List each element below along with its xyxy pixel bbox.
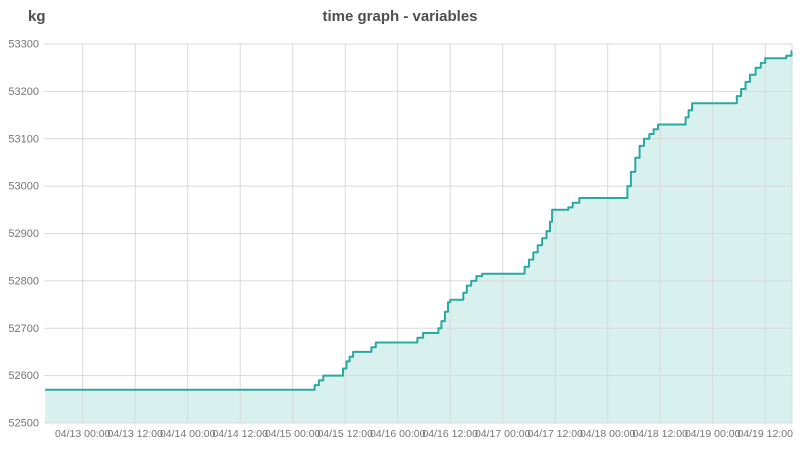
x-tick-label: 04/18 00:00 [580,428,636,440]
y-tick-label: 52800 [8,275,39,287]
y-tick-label: 53000 [8,181,39,193]
x-tick-label: 04/18 12:00 [632,428,688,440]
series-line [45,50,793,391]
x-tick-label: 04/17 00:00 [475,428,531,440]
y-axis-unit-label: kg [28,8,46,25]
y-tick-label: 53100 [8,133,39,145]
chart-header: kg time graph - variables [0,0,800,34]
series-area [45,51,793,423]
x-tick-label: 04/16 12:00 [422,428,478,440]
x-tick-label: 04/16 00:00 [370,428,426,440]
y-tick-label: 52500 [8,418,39,430]
y-tick-label: 52700 [8,323,39,335]
x-tick-label: 04/19 12:00 [737,428,793,440]
x-tick-label: 04/13 00:00 [55,428,111,440]
y-tick-label: 52600 [8,370,39,382]
x-tick-label: 04/15 12:00 [317,428,373,440]
x-tick-label: 04/13 12:00 [107,428,163,440]
chart-title: time graph - variables [322,8,478,25]
x-tick-label: 04/14 00:00 [160,428,216,440]
x-tick-label: 04/15 00:00 [265,428,321,440]
y-tick-label: 53200 [8,86,39,98]
x-tick-label: 04/14 12:00 [212,428,268,440]
y-tick-label: 53300 [8,39,39,51]
x-tick-label: 04/17 12:00 [527,428,583,440]
y-tick-label: 52900 [8,228,39,240]
x-tick-label: 04/19 00:00 [685,428,741,440]
